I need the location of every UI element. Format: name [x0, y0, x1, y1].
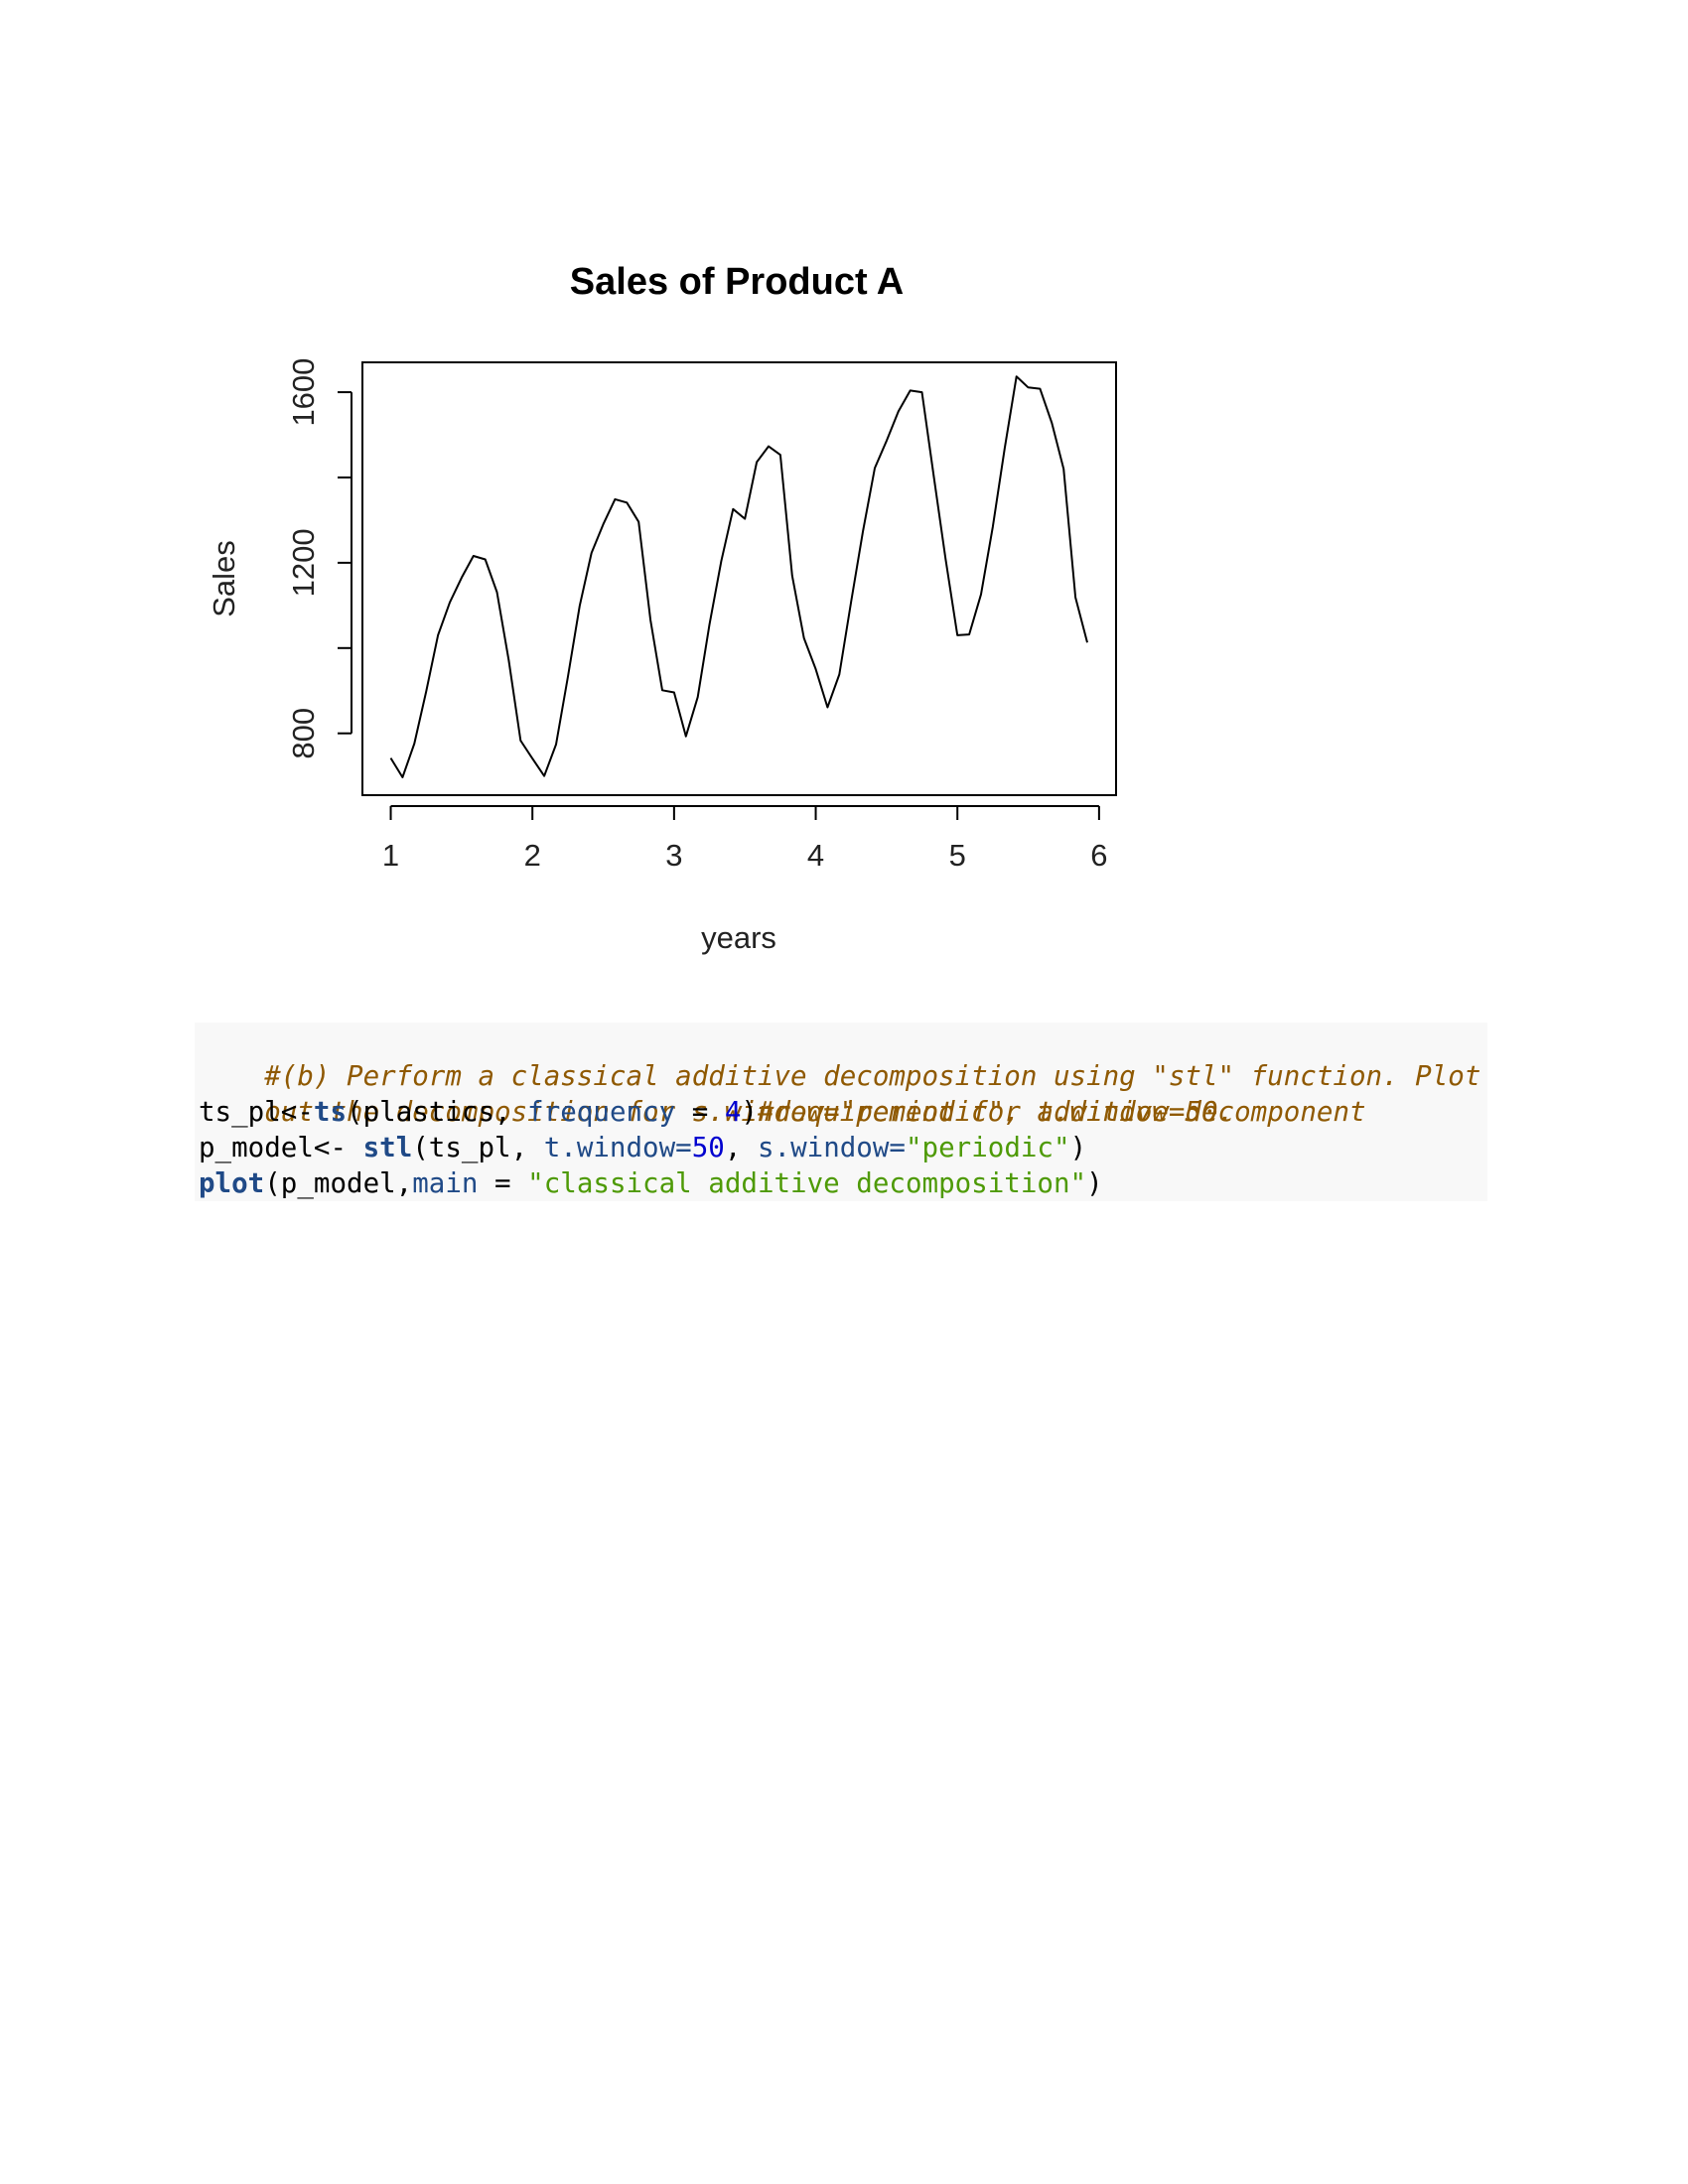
chart-title: Sales of Product A	[570, 261, 904, 303]
code-line-3: ts_pl<-ts(plastics, frequency = 4)#requi…	[199, 1094, 1366, 1130]
code-comment: #requirement for additive decomponent	[757, 1096, 1366, 1128]
code-text: ,	[724, 1132, 758, 1163]
code-operator: =	[675, 1096, 725, 1128]
y-tick-label: 1600	[286, 358, 321, 427]
code-function: stl	[362, 1132, 413, 1163]
code-argument: t.window=	[543, 1132, 692, 1163]
x-tick-label: 4	[807, 838, 824, 873]
code-text: (plastics,	[347, 1096, 528, 1128]
code-text: ts_pl<-	[199, 1096, 314, 1128]
series-line-0	[389, 375, 1088, 778]
code-function: plot	[199, 1167, 265, 1199]
code-line-1: #(b) Perform a classical additive decomp…	[199, 1023, 1480, 1130]
code-text: )	[1086, 1167, 1103, 1199]
code-block: #(b) Perform a classical additive decomp…	[195, 1023, 1487, 1201]
y-axis: 800 1200 1600	[286, 358, 352, 759]
code-text: (p_model,	[264, 1167, 413, 1199]
code-string: "periodic"	[905, 1132, 1070, 1163]
code-argument: frequency	[527, 1096, 676, 1128]
x-tick-label: 2	[524, 838, 541, 873]
code-text: (ts_pl,	[412, 1132, 544, 1163]
code-argument: main	[412, 1167, 479, 1199]
code-argument: s.window=	[757, 1132, 906, 1163]
code-line-2: out the decomposition for s.window="peri…	[199, 1058, 1234, 1165]
code-number: 4	[724, 1096, 742, 1128]
code-line-5: plot(p_model,main = "classical additive …	[199, 1165, 1103, 1201]
x-axis-label: years	[701, 920, 776, 955]
x-tick-label: 5	[949, 838, 966, 873]
code-text: p_model<-	[199, 1132, 363, 1163]
code-string: "classical additive decomposition"	[527, 1167, 1087, 1199]
code-operator: =	[478, 1167, 528, 1199]
x-tick-label: 1	[382, 838, 399, 873]
y-axis-label: Sales	[207, 540, 241, 617]
code-comment: out the decomposition for s.window="peri…	[264, 1096, 1235, 1128]
plot-frame	[361, 361, 1117, 796]
x-tick-label: 3	[665, 838, 682, 873]
code-text: )	[1069, 1132, 1087, 1163]
series-layer	[389, 375, 1088, 778]
sales-chart: Sales of Product A 1 2 3 4 5 6 800 1200 1600 ye…	[207, 261, 1117, 955]
code-number: 50	[691, 1132, 725, 1163]
x-axis: 1 2 3 4 5 6	[382, 805, 1108, 873]
code-comment: #(b) Perform a classical additive decomp…	[264, 1060, 1481, 1092]
code-function: ts	[313, 1096, 348, 1128]
code-line-4: p_model<- stl(ts_pl, t.window=50, s.wind…	[199, 1130, 1086, 1165]
y-tick-label: 1200	[286, 528, 321, 597]
y-tick-label: 800	[286, 708, 321, 759]
code-text: )	[741, 1096, 758, 1128]
x-tick-label: 6	[1090, 838, 1107, 873]
